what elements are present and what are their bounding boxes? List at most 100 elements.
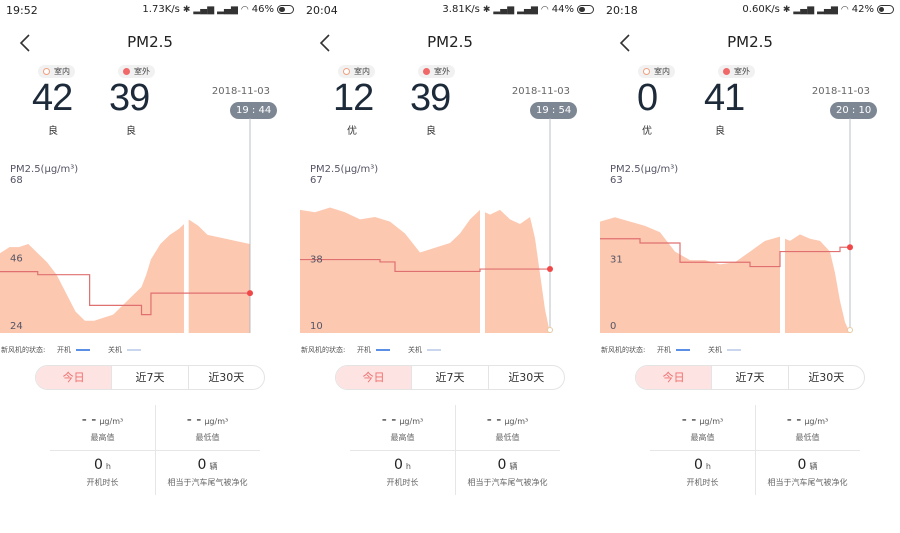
chart-top-value: 67: [310, 175, 323, 186]
outdoor-label: 室外: [434, 67, 450, 76]
signal-icon-2: ▂▄▆: [817, 4, 838, 15]
battery-percent: 44%: [551, 4, 574, 15]
tab-7-days[interactable]: 近7天: [712, 366, 789, 389]
signal-icon: ▂▄▆: [793, 4, 815, 15]
y-tick-upper: 31: [610, 255, 623, 266]
stat-min-value: - -: [186, 412, 202, 428]
stat-runtime-value: 0: [694, 457, 703, 473]
stat-min-label: 最低值: [195, 433, 220, 442]
outdoor-grade: 良: [426, 126, 436, 137]
stat-max-unit: μg/m³: [699, 417, 724, 426]
fan-on-legend: 开机: [657, 345, 691, 355]
fan-status-label: 新风机的状态:: [601, 346, 646, 354]
network-speed: 0.60K/s: [742, 4, 780, 15]
time-cursor-pill[interactable]: 19 : 44: [230, 102, 278, 119]
bluetooth-icon: ✱: [182, 4, 191, 15]
outdoor-value: 41: [704, 77, 745, 119]
tab-30-days[interactable]: 近30天: [208, 371, 245, 384]
y-tick-lower: 24: [10, 321, 23, 332]
bluetooth-icon: ✱: [782, 4, 791, 15]
stat-runtime-label: 开机时长: [386, 478, 419, 487]
status-right: 1.73K/s ✱ ▂▄▆ ▂▄▆ ◠ 46%: [142, 4, 294, 15]
back-arrow-icon[interactable]: [616, 31, 636, 55]
time-cursor-pill[interactable]: 19 : 54: [530, 102, 578, 119]
back-arrow-icon[interactable]: [316, 31, 336, 55]
indoor-end-marker: [547, 327, 553, 333]
stat-cars-label: 相当于汽车尾气被净化: [767, 478, 848, 487]
pm25-chart[interactable]: 38 10: [300, 118, 600, 340]
stat-max-unit: μg/m³: [99, 417, 124, 426]
back-arrow-icon[interactable]: [16, 31, 36, 55]
tab-7-days[interactable]: 近7天: [412, 366, 489, 389]
stat-max-label: 最高值: [390, 433, 415, 442]
y-tick-upper: 46: [10, 254, 23, 265]
bluetooth-icon: ✱: [482, 4, 491, 15]
indoor-dot-icon: [43, 68, 50, 75]
tab-today[interactable]: 今日: [336, 366, 413, 389]
screen-2: 20:04 3.81K/s ✱ ▂▄▆ ▂▄▆ ◠ 44% PM2.5 室内 室…: [300, 0, 600, 533]
battery-icon: [277, 5, 294, 14]
tab-today[interactable]: 今日: [36, 366, 113, 389]
fan-status-legend: 新风机的状态: 开机 关机: [600, 345, 900, 357]
fan-off-swatch: [727, 349, 742, 351]
screen-3: 20:18 0.60K/s ✱ ▂▄▆ ▂▄▆ ◠ 42% PM2.5 室内 室…: [600, 0, 900, 533]
page-title: PM2.5: [727, 33, 773, 51]
chart-date: 2018-11-03: [811, 86, 870, 97]
indoor-grade: 优: [347, 126, 357, 137]
stat-cars-unit: 辆: [809, 462, 818, 471]
outdoor-value: 39: [410, 77, 451, 119]
chart-gap: [780, 190, 785, 340]
outdoor-marker: [847, 244, 853, 251]
stat-min-unit: μg/m³: [204, 417, 229, 426]
fan-status-label: 新风机的状态:: [1, 346, 46, 354]
stat-runtime-label: 开机时长: [686, 478, 719, 487]
status-right: 0.60K/s ✱ ▂▄▆ ▂▄▆ ◠ 42%: [742, 4, 894, 15]
outdoor-grade: 良: [715, 126, 725, 137]
tab-today[interactable]: 今日: [636, 366, 713, 389]
fan-status-legend: 新风机的状态: 开机 关机: [300, 345, 600, 357]
chart-top-value: 68: [10, 175, 23, 186]
stat-runtime-unit: h: [405, 462, 411, 471]
y-tick-upper: 38: [310, 255, 323, 266]
outdoor-chip: 室外: [418, 65, 455, 78]
stats-divider-h: [650, 450, 860, 451]
fan-off-legend: 关机: [108, 345, 142, 355]
indoor-value: 42: [32, 77, 73, 119]
tab-7-days[interactable]: 近7天: [112, 366, 189, 389]
time-cursor-pill[interactable]: 20 : 10: [830, 102, 878, 119]
pm25-chart[interactable]: 31 0: [600, 118, 900, 340]
stat-min-value: - -: [486, 412, 502, 428]
stat-runtime-value: 0: [94, 457, 103, 473]
stat-cars-value: 0: [197, 457, 207, 473]
stat-max: - - μg/m³ 最高值: [650, 405, 755, 450]
chart-gap: [183, 190, 189, 340]
indoor-area: [0, 219, 250, 333]
stat-min: - - μg/m³ 最低值: [755, 405, 860, 450]
indoor-area: [300, 207, 550, 333]
chart-top-value: 63: [610, 175, 623, 186]
page-title: PM2.5: [427, 33, 473, 51]
indoor-grade: 优: [642, 126, 652, 137]
stat-min-unit: μg/m³: [804, 417, 829, 426]
tab-30-days[interactable]: 近30天: [508, 371, 545, 384]
stat-cars-unit: 辆: [509, 462, 518, 471]
stat-runtime-unit: h: [105, 462, 111, 471]
pm25-chart[interactable]: 46 24: [0, 118, 300, 340]
status-bar: 19:52 1.73K/s ✱ ▂▄▆ ▂▄▆ ◠ 46%: [0, 0, 300, 22]
outdoor-line: [0, 271, 250, 316]
period-tabs: 今日 近7天 近30天: [335, 365, 565, 390]
stat-max-label: 最高值: [690, 433, 715, 442]
stat-max-value: - -: [681, 412, 697, 428]
indoor-chip: 室内: [338, 65, 375, 78]
tab-30-days[interactable]: 近30天: [808, 371, 845, 384]
chart-y-label: PM2.5(μg/m³) 67: [310, 164, 378, 186]
stat-min: - - μg/m³ 最低值: [155, 405, 260, 450]
indoor-label: 室内: [354, 67, 370, 76]
fan-on-label: 开机: [357, 346, 371, 354]
y-tick-lower: 0: [610, 321, 616, 332]
y-tick-lower: 10: [310, 321, 323, 332]
